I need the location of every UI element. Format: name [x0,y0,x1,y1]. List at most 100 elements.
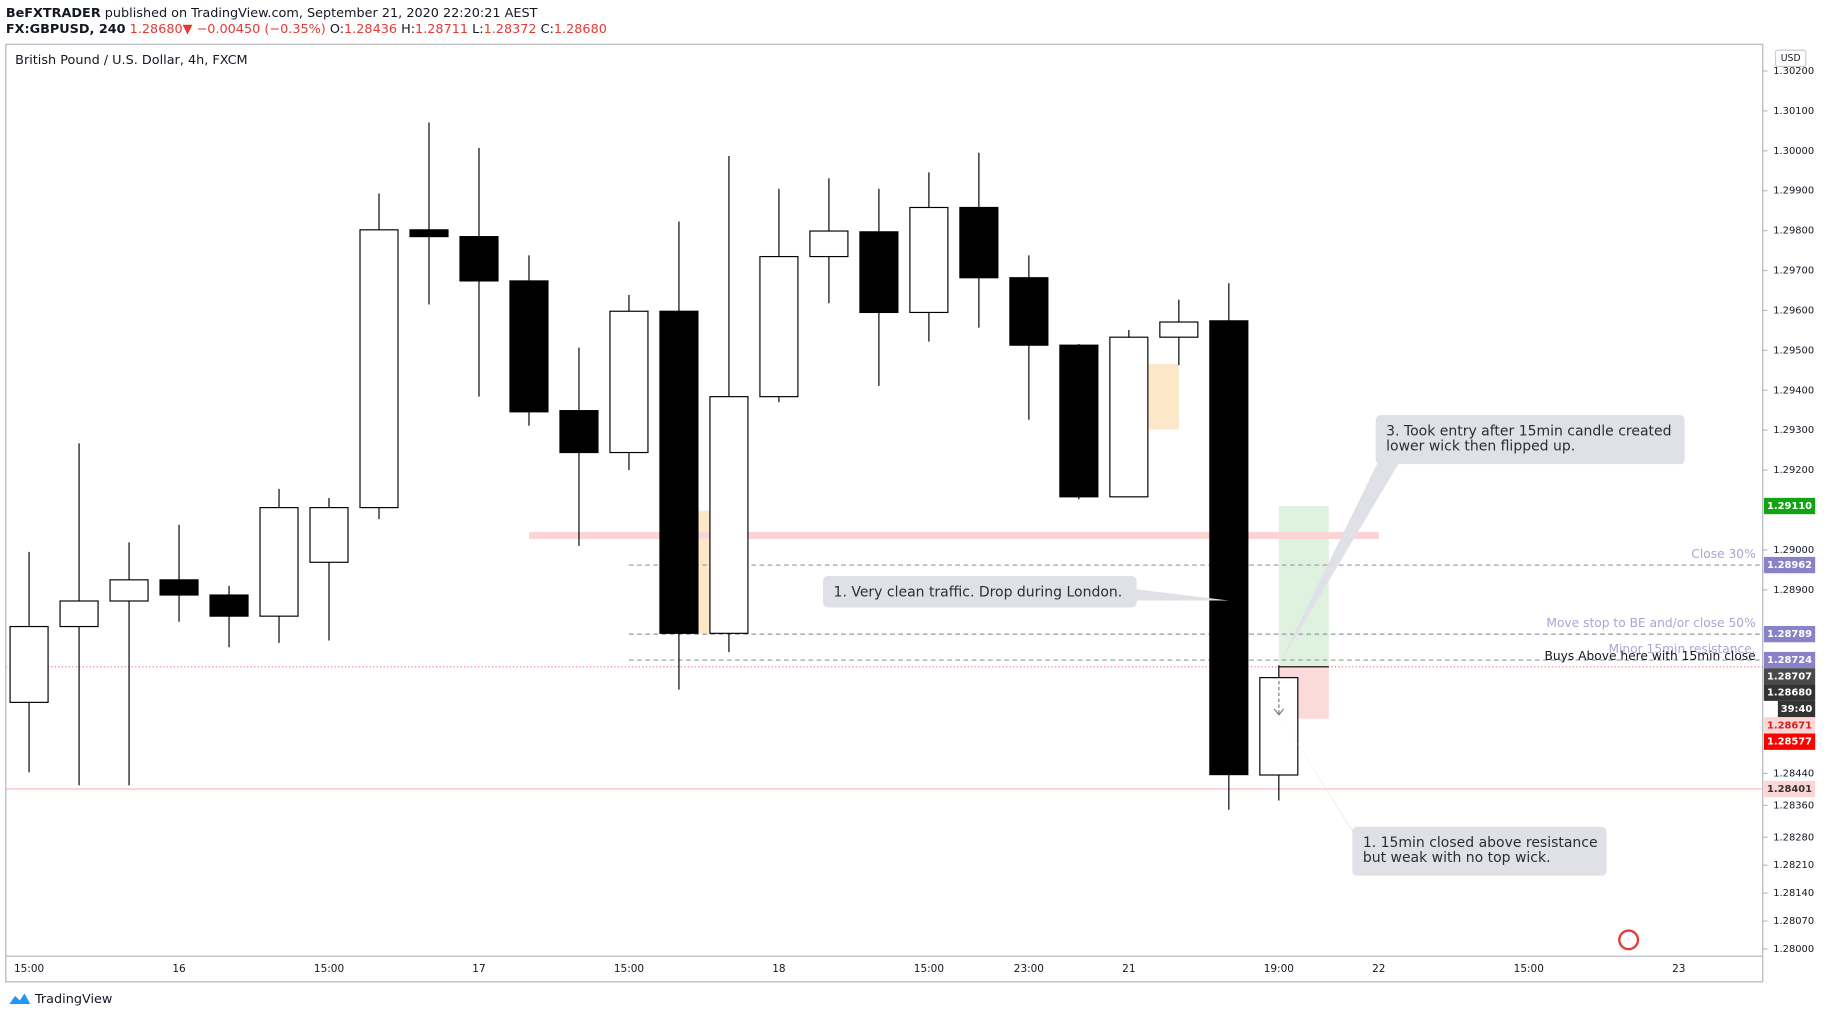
symbol-line: FX:GBPUSD, 240 1.28680 ▼ −0.00450 (−0.35%… [6,22,607,37]
price-label-box [1763,780,1816,798]
axes: 1.30200 1.30100 1.30000 1.29900 1.29800 1.297… [14,66,1816,975]
ohlc-value: 1.28372 [484,22,537,37]
ohlc-value: 1.28711 [415,22,468,37]
author: BeFXTRADER [6,5,101,20]
candle-body [859,231,899,314]
currency-box [1774,49,1807,68]
candle-body [259,507,299,617]
candle-body [1059,344,1099,498]
price-label-box [1763,651,1816,669]
price-label: 1.28671 [1767,720,1812,731]
symbol: FX:GBPUSD, 240 [6,22,126,37]
x-tick-label: 16 [172,963,186,975]
y-tick-label: 1.29300 [1773,425,1814,436]
price-label-box [1763,668,1816,685]
price-label-box [1763,717,1816,734]
candle-body [1109,336,1149,498]
candle-body [959,206,999,279]
price-line-note: Buys Above here with 15min close [1544,649,1755,663]
x-tick-label: 15:00 [14,963,44,975]
price-label: 1.28724 [1767,655,1812,666]
published: published on TradingView.com, September … [105,5,538,20]
ohlc-value: 1.28680 [554,22,607,37]
price-label: 1.28962 [1767,560,1812,571]
candle-body [609,310,649,454]
candle-body [1209,320,1249,776]
price-line-note: Move stop to BE and/or close 50% [1546,616,1755,630]
x-tick-label: 23 [1672,963,1685,975]
y-tick-label: 1.28140 [1773,888,1814,899]
candle-body [409,229,449,238]
y-tick-label: 1.29400 [1773,385,1814,396]
candle-body [709,396,749,634]
price-label-box [1763,684,1816,701]
ohlc-key: L: [472,22,483,37]
candle-body [159,579,199,596]
ohlc-key: H: [401,22,415,37]
x-tick-label: 15:00 [1514,963,1544,975]
chart-title: British Pound / U.S. Dollar, 4h, FXCM [15,53,247,68]
y-tick-label: 1.30200 [1773,66,1814,77]
callout-box [1375,415,1685,465]
callout-pointer [1113,586,1229,601]
y-tick-label: 1.29800 [1773,226,1814,237]
candle-body [659,310,699,634]
candle-body [1009,277,1049,346]
y-tick-label: 1.29200 [1773,465,1814,476]
countdown-box [1777,700,1816,718]
y-tick-label: 1.29000 [1773,545,1814,556]
zones [528,363,1379,719]
price-label-box [1763,625,1816,643]
price-label-box [1763,556,1816,574]
y-tick-label: 1.28210 [1773,860,1814,871]
candle-body [9,625,49,703]
y-tick-label: 1.28440 [1773,768,1814,779]
x-tick-label: 17 [472,963,485,975]
x-tick-label: 19:00 [1264,963,1294,975]
callout-text: but weak with no top wick. [1363,850,1551,866]
countdown: 39:40 [1781,704,1813,715]
brand: TradingView [34,992,112,1007]
y-tick-label: 1.29700 [1773,266,1814,277]
y-tick-label: 1.30000 [1773,146,1814,157]
price-line-note: Minor 15min resistance. [1608,642,1755,656]
price-label: 1.28401 [1767,784,1812,795]
x-tick-label: 18 [772,963,785,975]
y-tick-label: 1.28360 [1773,800,1814,811]
callout: 1. Very clean traffic. Drop during Londo… [823,576,1229,608]
callout-text: 3. Took entry after 15min candle created [1386,423,1671,439]
brand-logo [9,993,31,1005]
plot-frame [5,43,1764,983]
candle-body [509,280,549,413]
change: ▼ −0.00450 (−0.35%) [183,22,326,37]
price-label: 1.28707 [1767,671,1812,682]
x-tick-label: 15:00 [914,963,944,975]
price-label: 1.28789 [1767,629,1812,640]
candle-body [909,206,949,314]
candle-body [359,229,399,509]
event-icon[interactable] [1618,929,1640,951]
y-tick-label: 1.29600 [1773,305,1814,316]
callout: 1. 15min closed above resistance but wea… [1278,713,1607,876]
candle-body [809,230,849,258]
candles [9,122,1299,810]
x-tick-label: 15:00 [614,963,644,975]
x-tick-label: 15:00 [314,963,344,975]
y-tick-label: 1.28280 [1773,832,1814,843]
ohlc-key: C: [541,22,554,37]
candle-body [459,236,499,282]
price-label: 1.29110 [1767,501,1812,512]
callout-pointer [1278,713,1362,847]
x-tick-label: 21 [1122,963,1135,975]
x-tick-label: 22 [1372,963,1385,975]
callout-pointer [1278,454,1399,665]
price-label: 1.28680 [1767,688,1812,699]
currency: USD [1781,53,1801,64]
arrow-head [1273,708,1285,716]
candle-body [109,579,149,602]
price-label: 1.28577 [1767,737,1812,748]
x-tick-label: 23:00 [1014,963,1044,975]
callout-text: 1. Very clean traffic. Drop during Londo… [834,584,1123,600]
